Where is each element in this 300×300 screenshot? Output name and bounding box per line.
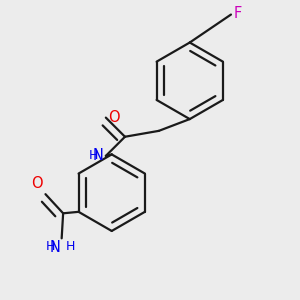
Text: H: H [46, 239, 55, 253]
Text: O: O [31, 176, 43, 190]
Text: N: N [49, 239, 60, 254]
Text: O: O [108, 110, 120, 125]
Text: H: H [65, 239, 75, 253]
Text: H: H [89, 149, 98, 162]
Text: N: N [93, 148, 104, 164]
Text: F: F [233, 7, 242, 22]
